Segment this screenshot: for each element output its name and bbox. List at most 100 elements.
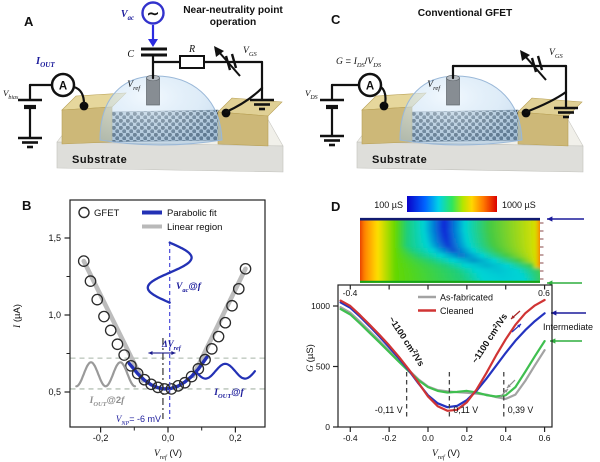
dvref-arrow-right-head [171,351,176,355]
legend-cleaned-label: Cleaned [440,306,474,316]
heatmap-row [360,273,540,279]
colorbar-min-label: 100 µS [374,200,403,210]
colorbar [407,196,497,212]
panel-b-dynamic: -0,2 0,0 0,2 0,5 1,0 1,5 [48,233,265,443]
gfet-data-point [205,343,218,355]
wire-drain-curve [524,90,568,114]
curve-intermediate [339,307,546,398]
legend-gfet-marker [78,206,90,219]
top-axis-right-label: 0.6 [538,288,550,298]
x-tick-label: 0,0 [162,433,175,443]
y-tick-label: 1,0 [48,310,61,320]
resistor-label: R [188,44,195,55]
panel-letter-c: C [331,12,341,27]
panel-letter-d: D [331,199,340,214]
heatmap-row [360,268,540,274]
heatmap-row [360,223,540,229]
heatmap-row [360,278,540,283]
panel-d-plot: -0,11 V 0,11 V 0,39 V -0.4 -0.2 0.0 0.2 0.4 0.6 0… [305,196,593,461]
y-tick-label: 500 [316,362,330,372]
gfet-data-point [104,324,117,337]
final-curve-arrow-head [551,310,557,316]
vref-label: Vref [127,80,141,92]
panel-b-plot: -0,2 0,0 0,2 0,5 1,0 1,5 B GFET Parabolic fit… [12,198,266,461]
sweep-arrow-gray1-head [504,389,508,393]
gfet-data-point [172,379,184,392]
np-value-label: 0,39 V [508,405,534,415]
panel-letter-b: B [22,198,31,213]
gfet-data-point [77,255,90,267]
sweep-arrow-red-head [511,315,515,319]
y-axis-title: G (µS) [305,344,316,372]
legend-gfet-label: GFET [94,208,120,219]
gfet-data-point [179,376,191,389]
gfet-data-point [145,378,157,391]
y-tick-label: 1,5 [48,233,61,243]
dvref-arrow-left-head [148,351,153,355]
heatmap-row [360,243,540,249]
iout2f-annotation: IOUT@2f [89,395,126,408]
ac-tilde-icon: ∼ [147,6,160,23]
sweep-arrow-blue-head [517,324,521,328]
gfet-data-point [212,330,225,343]
heatmap-row [360,218,540,224]
colorbar-max-label: 1000 µS [502,200,536,210]
iout-label: IOUT [35,56,55,69]
x-tick-label: 0.2 [461,433,473,443]
variable-arrow-head [520,50,530,61]
ac-source-icon [141,1,165,25]
vds-label: VDS [305,88,318,101]
intermediate-annotation: Intermediate [543,322,593,332]
iout-2f-wave [75,361,137,388]
linear-region-line [191,266,248,379]
capacitor-label: C [127,49,134,60]
x-tick-label: 0.6 [539,433,551,443]
x-tick-label: -0.4 [343,433,358,443]
variable-arrow-shaft [218,51,241,77]
variable-arrow-head [214,46,224,57]
gfet-data-point [185,370,198,383]
heatmap-intermediate-arrow-head [547,280,553,286]
legend-asfab-label: As-fabricated [440,293,493,303]
gfet-data-point [84,275,97,287]
vgs-label: VGS [243,46,257,58]
variable-arrow-shaft [524,55,547,81]
panel-a-title-line1: Near-neutrality point [183,5,283,16]
variable-gate-bar2 [230,53,238,69]
gfet-data-point [111,338,124,351]
gfet-data-point [131,367,144,380]
vac-f-annotation: Vac@f [176,281,202,294]
gfet-data-point [239,262,252,275]
variable-gate-bar2 [536,55,544,71]
top-axis-left-label: -0.4 [343,288,358,298]
wire-source-curve [72,85,86,106]
parabolic-fit-line [127,355,209,391]
vref-label: Vref [427,80,441,92]
legend-fit-label: Parabolic fit [167,208,217,219]
heatmap-row [360,238,540,244]
gfet-data-point [226,299,238,312]
gfet-data-point [158,383,171,395]
curve-cleaned [339,298,546,412]
heatmap-final-arrow-head [547,216,553,222]
x-axis-title: Vref (V) [154,448,182,461]
panel-c-title: Conventional GFET [418,8,513,19]
plot-frame [69,199,266,428]
resistor-box [179,55,205,69]
iout-f-wave [194,362,256,380]
vbias-label: Vbias [3,88,19,101]
x-tick-label: -0.2 [382,433,397,443]
heatmap-row [360,263,540,269]
vac-input-wave [146,241,193,304]
intermediate-curve-arrow-head [550,338,556,344]
panel-a-title-line2: operation [210,17,256,28]
y-tick-label: 0,5 [48,387,61,397]
gfet-data-point [219,316,232,329]
np-value-label: -0,11 V [375,405,403,415]
panel-a-schematic: Substrate A Near-neutrality point operat… [3,1,284,173]
x-tick-label: 0.0 [422,433,434,443]
vac-label: Vac [121,9,134,22]
ammeter-letter: A [59,81,67,93]
vgs-label: VGS [549,48,563,60]
